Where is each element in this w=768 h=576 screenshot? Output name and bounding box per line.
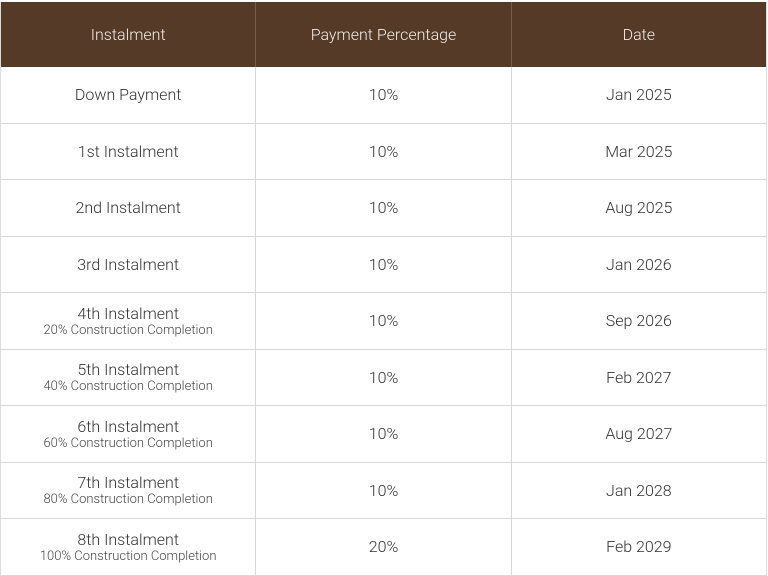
table-row: 3rd Instalment 10% Jan 2026 (1, 236, 766, 293)
date: Jan 2028 (606, 480, 672, 500)
instalment-note: 20% Construction Completion (43, 322, 213, 338)
instalment-cell: 2nd Instalment (1, 180, 257, 236)
date-cell: Aug 2025 (512, 180, 766, 236)
percentage-cell: 10% (256, 67, 512, 123)
percentage: 10% (368, 424, 399, 444)
header-row: Instalment Payment Percentage Date (1, 2, 766, 67)
percentage: 10% (368, 367, 399, 387)
date: Sep 2026 (605, 311, 672, 331)
date-cell: Feb 2029 (512, 519, 766, 575)
instalment-cell: 3rd Instalment (1, 236, 257, 292)
date-cell: Mar 2025 (512, 124, 766, 180)
table-row: 6th Instalment 60% Construction Completio… (1, 406, 766, 463)
instalment-cell: Down Payment (1, 67, 257, 123)
date-cell: Aug 2027 (512, 406, 766, 462)
percentage-cell: 10% (256, 123, 512, 179)
percentage: 10% (368, 254, 399, 274)
instalment-name: 5th Instalment (77, 360, 179, 380)
percentage: 10% (368, 198, 399, 218)
instalment-cell: 5th Instalment 40% Construction Completio… (1, 349, 257, 405)
date-cell: Jan 2025 (512, 67, 766, 123)
percentage-cell: 10% (256, 406, 512, 462)
date: Aug 2025 (605, 198, 673, 218)
instalment-cell: 7th Instalment 80% Construction Completio… (1, 462, 257, 518)
table-row: 2nd Instalment 10% Aug 2025 (1, 180, 766, 237)
table-row: 7th Instalment 80% Construction Completio… (1, 462, 766, 519)
instalment-name: 7th Instalment (77, 473, 179, 493)
date-cell: Jan 2026 (512, 237, 766, 293)
instalment-cell: 4th Instalment 20% Construction Completio… (1, 293, 257, 349)
date: Jan 2026 (606, 254, 672, 274)
instalment-cell: 1st Instalment (1, 123, 257, 179)
date-cell: Feb 2027 (512, 350, 766, 406)
percentage-cell: 10% (256, 462, 512, 518)
date: Jan 2025 (606, 85, 672, 105)
percentage-cell: 10% (256, 180, 512, 236)
instalment-name: 2nd Instalment (75, 198, 181, 218)
instalment-note: 80% Construction Completion (43, 492, 213, 508)
instalment-note: 100% Construction Completion (39, 548, 217, 564)
instalment-name: 6th Instalment (77, 416, 179, 436)
instalment-cell: 8th Instalment 100% Construction Completi… (1, 519, 257, 575)
table-row: Down Payment 10% Jan 2025 (1, 67, 766, 124)
instalment-name: 3rd Instalment (77, 254, 180, 274)
date-cell: Jan 2028 (512, 463, 766, 519)
instalment-cell: 6th Instalment 60% Construction Completio… (1, 406, 257, 462)
percentage: 20% (368, 537, 399, 557)
percentage-cell: 10% (256, 349, 512, 405)
table-row: 4th Instalment 20% Construction Completio… (1, 293, 766, 350)
percentage-cell: 10% (256, 293, 512, 349)
percentage: 10% (368, 85, 399, 105)
percentage: 10% (368, 480, 399, 500)
date: Aug 2027 (605, 424, 673, 444)
percentage: 10% (368, 311, 399, 331)
instalment-note: 60% Construction Completion (43, 435, 213, 451)
instalment-name: 1st Instalment (77, 141, 179, 161)
header-cell: Instalment (1, 2, 257, 67)
date-cell: Sep 2026 (512, 293, 766, 349)
percentage: 10% (368, 141, 399, 161)
header-cell: Date (622, 25, 656, 44)
percentage-cell: 20% (256, 519, 512, 575)
date: Feb 2027 (606, 367, 672, 387)
table-row: 1st Instalment 10% Mar 2025 (1, 123, 766, 180)
table-row: 8th Instalment 100% Construction Completi… (1, 519, 766, 576)
header-cell: Payment Percentage (256, 2, 512, 67)
instalment-name: 4th Instalment (77, 303, 179, 323)
date: Mar 2025 (605, 141, 673, 161)
table-row: 5th Instalment 40% Construction Completio… (1, 349, 766, 406)
date: Feb 2029 (606, 537, 672, 557)
instalment-name: 8th Instalment (77, 529, 179, 549)
instalment-note: 40% Construction Completion (43, 379, 213, 395)
percentage-cell: 10% (256, 236, 512, 292)
instalment-name: Down Payment (74, 85, 182, 105)
